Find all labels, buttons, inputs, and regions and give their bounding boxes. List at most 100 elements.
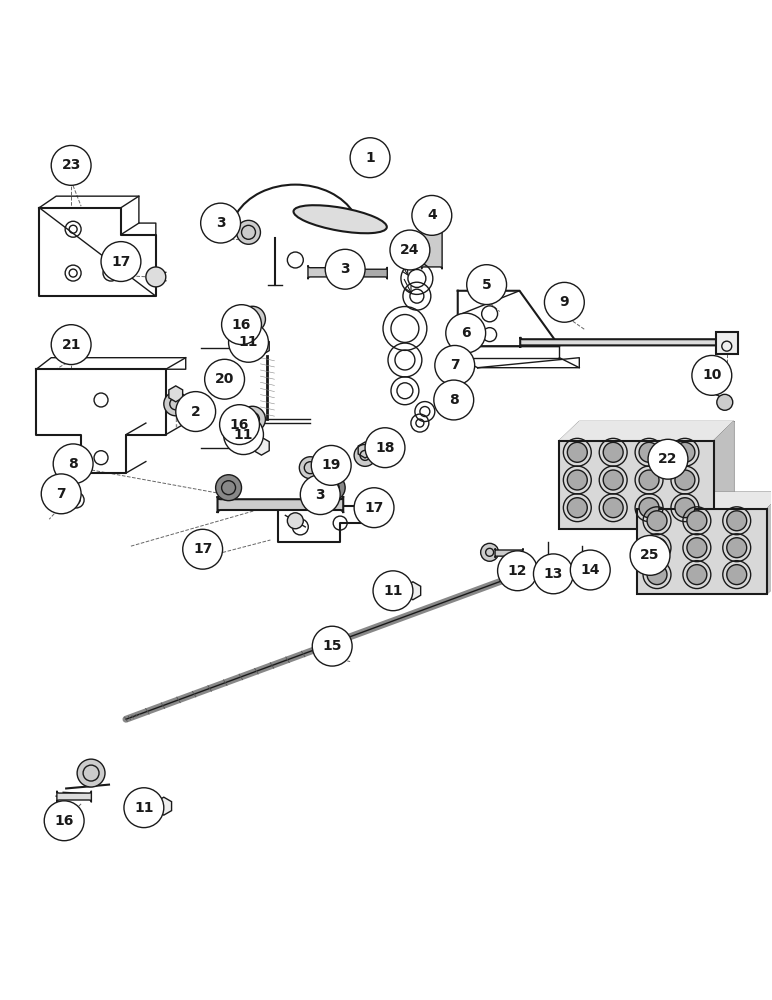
Text: 4: 4 [427, 208, 437, 222]
Circle shape [44, 801, 84, 841]
Circle shape [717, 394, 733, 410]
Circle shape [675, 498, 695, 518]
Circle shape [498, 551, 537, 591]
FancyBboxPatch shape [218, 496, 344, 513]
Circle shape [229, 322, 269, 362]
Circle shape [445, 313, 486, 353]
Text: 2: 2 [191, 405, 201, 419]
Circle shape [164, 392, 188, 416]
Circle shape [533, 554, 574, 594]
Circle shape [77, 759, 105, 787]
Circle shape [325, 249, 365, 289]
Text: 21: 21 [62, 338, 81, 352]
Circle shape [544, 282, 584, 322]
Text: 3: 3 [340, 262, 350, 276]
FancyBboxPatch shape [495, 548, 523, 558]
FancyBboxPatch shape [353, 267, 388, 279]
Circle shape [205, 359, 245, 399]
Text: 24: 24 [400, 243, 420, 257]
Polygon shape [767, 492, 772, 594]
Circle shape [567, 470, 587, 490]
Circle shape [412, 195, 452, 235]
Circle shape [467, 265, 506, 305]
Text: 8: 8 [68, 457, 78, 471]
Circle shape [300, 475, 340, 515]
Text: 3: 3 [216, 216, 225, 230]
Circle shape [354, 444, 376, 466]
Circle shape [434, 380, 474, 420]
FancyBboxPatch shape [57, 791, 91, 802]
Circle shape [647, 511, 667, 531]
Text: 11: 11 [383, 584, 403, 598]
Circle shape [124, 788, 164, 828]
Polygon shape [714, 422, 733, 529]
Circle shape [687, 538, 707, 558]
FancyBboxPatch shape [308, 265, 353, 279]
Circle shape [675, 442, 695, 462]
Circle shape [51, 145, 91, 185]
Text: 20: 20 [215, 372, 234, 386]
Circle shape [201, 203, 241, 243]
Circle shape [481, 543, 499, 561]
Circle shape [435, 345, 475, 385]
Circle shape [687, 511, 707, 531]
Circle shape [603, 498, 623, 518]
Circle shape [647, 538, 667, 558]
Circle shape [224, 415, 263, 455]
Circle shape [726, 565, 747, 585]
Circle shape [219, 405, 259, 445]
Circle shape [692, 355, 732, 395]
Circle shape [390, 230, 430, 270]
Text: 17: 17 [364, 501, 384, 515]
Text: 1: 1 [365, 151, 375, 165]
Circle shape [567, 442, 587, 462]
Circle shape [647, 565, 667, 585]
Circle shape [639, 470, 659, 490]
Circle shape [101, 242, 141, 281]
Circle shape [365, 428, 405, 468]
Text: 6: 6 [461, 326, 470, 340]
Text: 25: 25 [640, 548, 660, 562]
Text: 11: 11 [134, 801, 154, 815]
FancyBboxPatch shape [520, 337, 724, 348]
Text: 18: 18 [375, 441, 394, 455]
Text: 13: 13 [543, 567, 563, 581]
Text: 3: 3 [316, 488, 325, 502]
FancyBboxPatch shape [560, 441, 714, 529]
Circle shape [603, 442, 623, 462]
Text: 16: 16 [232, 318, 251, 332]
Text: 17: 17 [193, 542, 212, 556]
Text: 23: 23 [62, 158, 81, 172]
Circle shape [354, 488, 394, 528]
Circle shape [236, 220, 260, 244]
Text: 17: 17 [111, 255, 130, 269]
Circle shape [176, 392, 215, 431]
Circle shape [146, 267, 166, 287]
Circle shape [311, 445, 351, 485]
Circle shape [300, 457, 321, 479]
Text: 16: 16 [55, 814, 74, 828]
Text: 8: 8 [449, 393, 459, 407]
Circle shape [51, 325, 91, 365]
Circle shape [675, 470, 695, 490]
Text: 11: 11 [239, 335, 259, 349]
Circle shape [639, 498, 659, 518]
Circle shape [239, 306, 266, 332]
Text: 12: 12 [508, 564, 527, 578]
Circle shape [571, 550, 610, 590]
Circle shape [215, 475, 242, 501]
Circle shape [239, 406, 266, 432]
FancyBboxPatch shape [716, 332, 738, 354]
Text: 22: 22 [659, 452, 678, 466]
Circle shape [222, 305, 262, 345]
Circle shape [332, 637, 348, 653]
Circle shape [46, 482, 66, 502]
Text: 11: 11 [234, 428, 253, 442]
Circle shape [373, 571, 413, 611]
Text: 10: 10 [703, 368, 722, 382]
Text: 5: 5 [482, 278, 492, 292]
Circle shape [648, 439, 688, 479]
FancyBboxPatch shape [637, 509, 767, 594]
Polygon shape [637, 492, 772, 509]
Text: 19: 19 [321, 458, 341, 472]
